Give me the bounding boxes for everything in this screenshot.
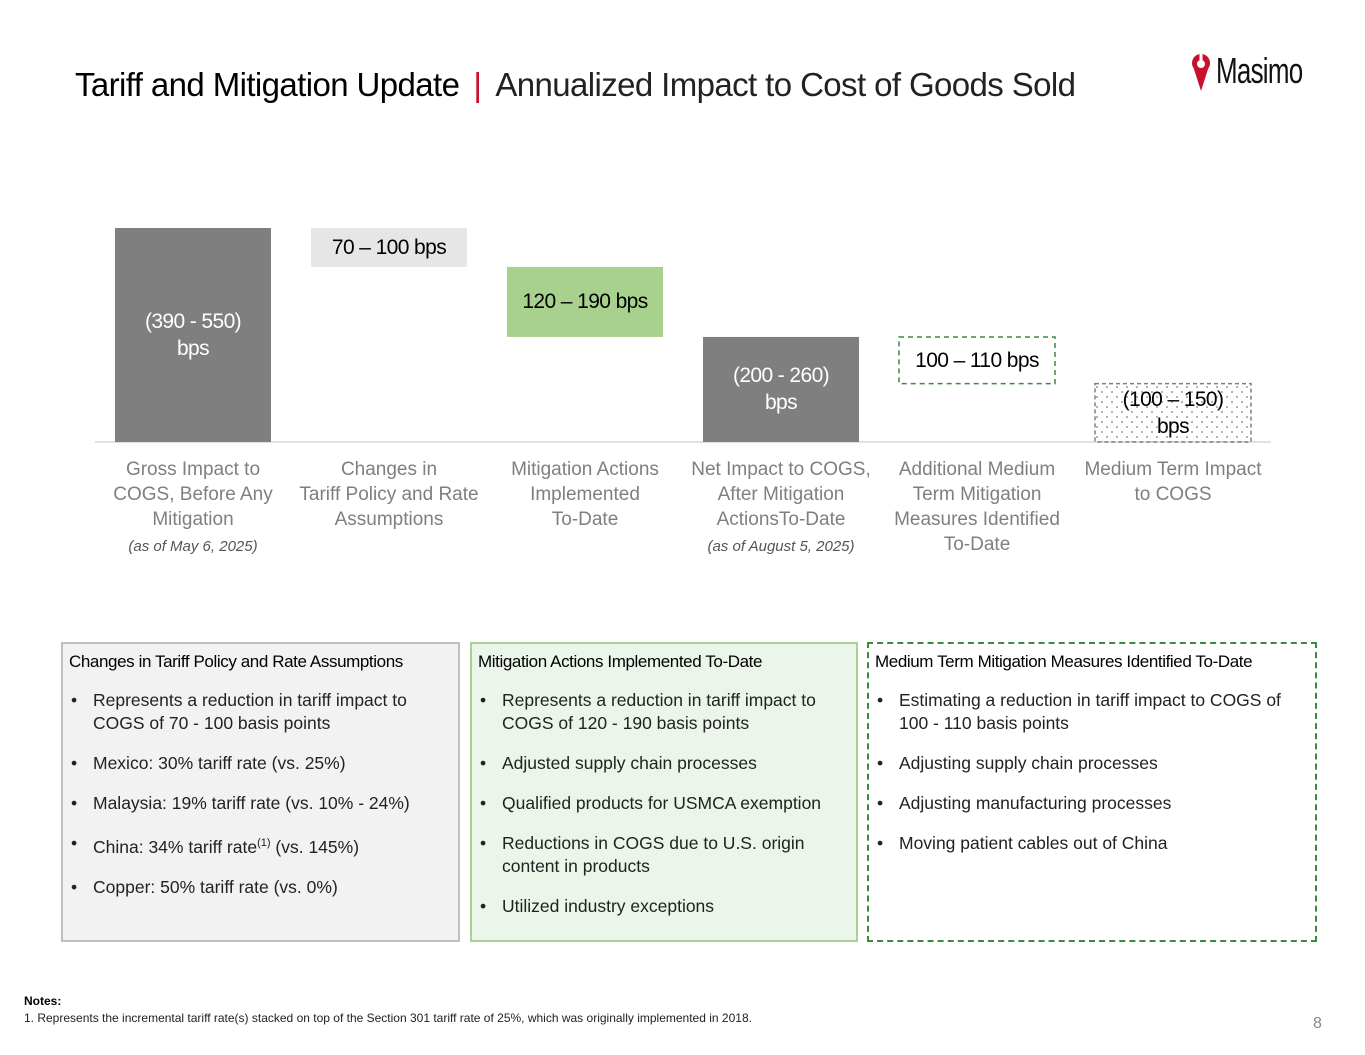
list-item: Reductions in COGS due to U.S. origin co…: [478, 832, 850, 878]
category-date-note: (as of May 6, 2025): [128, 538, 258, 555]
list-item: Copper: 50% tariff rate (vs. 0%): [69, 876, 452, 899]
box-title: Mitigation Actions Implemented To-Date: [478, 652, 763, 671]
category-date-note: (as of August 5, 2025): [707, 538, 855, 555]
bar-value-text: 70 – 100 bps: [331, 235, 447, 259]
category-label: Mitigation Actions Implemented To-Date: [487, 457, 683, 532]
bar-value-label: 120 – 190 bps: [507, 267, 663, 337]
category-label-line: Medium Term Impact: [1084, 459, 1262, 480]
category-label-line: After Mitigation: [717, 484, 845, 505]
bullet-list: Represents a reduction in tariff impact …: [478, 689, 850, 918]
category-label: Medium Term Impact to COGS: [1075, 457, 1271, 507]
list-item: China: 34% tariff rate(1) (vs. 145%): [69, 832, 452, 859]
category-label-line: To-Date: [551, 509, 619, 530]
list-item: Mexico: 30% tariff rate (vs. 25%): [69, 752, 452, 775]
mitigation-actions-box: Mitigation Actions Implemented To-Date R…: [470, 642, 858, 942]
bar-4: [703, 336, 859, 442]
category-label: Additional Medium Term Mitigation Measures…: [879, 457, 1075, 557]
bullet-list: Estimating a reduction in tariff impact …: [875, 689, 1309, 855]
list-item: Represents a reduction in tariff impact …: [478, 689, 850, 735]
list-item: Adjusted supply chain processes: [478, 752, 850, 775]
category-label-line: Changes in: [340, 459, 438, 480]
category-label-line: Measures Identified: [894, 509, 1060, 530]
logo-mark-icon: [1192, 53, 1210, 91]
title-separator: |: [473, 66, 482, 103]
list-item-text: China: 34% tariff rate: [93, 836, 258, 857]
bar-6: [1094, 382, 1252, 443]
list-item: Adjusting supply chain processes: [875, 752, 1309, 775]
category-label: Changes in Tariff Policy and Rate Assumpti…: [291, 457, 487, 532]
bar-value-label: (200 - 260) bps: [703, 337, 859, 442]
category-label-line: Gross Impact to: [125, 459, 261, 480]
list-item: Qualified products for USMCA exemption: [478, 792, 850, 815]
list-item: Adjusting manufacturing processes: [875, 792, 1309, 815]
category-label-line: Mitigation: [152, 509, 234, 530]
bar-value-text: 120 – 190 bps: [522, 290, 648, 314]
list-item: Represents a reduction in tariff impact …: [69, 689, 452, 735]
bar-value-text: (200 - 260): [732, 364, 830, 388]
category-label-line: Net Impact to COGS,: [691, 459, 871, 480]
page-number: 8: [1313, 1015, 1322, 1032]
page-title: Tariff and Mitigation Update | Annualized …: [75, 66, 1076, 104]
category-label-line: Tariff Policy and Rate: [299, 484, 479, 505]
box-title: Changes in Tariff Policy and Rate Assump…: [69, 652, 403, 671]
bar-2: [311, 228, 467, 267]
category-label-line: to COGS: [1134, 484, 1212, 505]
title-main: Tariff and Mitigation Update: [75, 66, 460, 103]
category-label-line: ActionsTo-Date: [716, 509, 846, 530]
title-subtitle: Annualized Impact to Cost of Goods Sold: [495, 66, 1076, 103]
bar-value-label: (390 - 550) bps: [115, 228, 271, 442]
category-label-line: Term Mitigation: [912, 484, 1042, 505]
medium-term-measures-box: Medium Term Mitigation Measures Identifi…: [867, 642, 1317, 942]
bar-5: [898, 336, 1056, 385]
chart-canvas: [95, 228, 1271, 443]
list-item-text: (vs. 145%): [270, 836, 360, 857]
footnote-ref: (1): [257, 837, 271, 849]
bar-value-text: 100 – 110 bps: [915, 348, 1039, 372]
list-item: Moving patient cables out of China: [875, 832, 1309, 855]
bar-value-text: (100 – 150): [1122, 387, 1224, 411]
category-label: Gross Impact to COGS, Before Any Mitigatio…: [95, 457, 291, 532]
bar-value-label: 100 – 110 bps: [899, 337, 1055, 384]
notes-heading: Notes:: [24, 994, 62, 1008]
company-logo: Masimo: [1190, 48, 1336, 94]
bar-value-label: (100 – 150) bps: [1095, 384, 1251, 442]
bar-3: [507, 266, 663, 337]
bullet-list: Represents a reduction in tariff impact …: [69, 689, 452, 899]
box-title: Medium Term Mitigation Measures Identifi…: [875, 652, 1253, 671]
category-label-line: To-Date: [943, 534, 1011, 555]
tariff-policy-box: Changes in Tariff Policy and Rate Assump…: [61, 642, 460, 942]
category-label-line: Additional Medium: [898, 459, 1056, 480]
category-label-line: Mitigation Actions: [511, 459, 659, 480]
list-item: Malaysia: 19% tariff rate (vs. 10% - 24%…: [69, 792, 452, 815]
category-label-line: Implemented: [530, 484, 640, 505]
bar-value-text: (390 - 550): [144, 310, 242, 333]
list-item: Estimating a reduction in tariff impact …: [875, 689, 1309, 735]
bar-1: [115, 228, 271, 442]
bar-value-text: bps: [764, 391, 798, 415]
list-item: Utilized industry exceptions: [478, 895, 850, 918]
waterfall-chart: (390 - 550) bps Gross Impact to COGS, Befor…: [95, 228, 1271, 557]
bar-value-text: bps: [176, 337, 210, 360]
bar-value-label: 70 – 100 bps: [311, 228, 467, 267]
category-label-line: Assumptions: [334, 509, 444, 530]
bar-value-text: bps: [1156, 414, 1190, 438]
logo-text: Masimo: [1216, 50, 1303, 91]
footnote: 1. Represents the incremental tariff rat…: [24, 1011, 752, 1025]
category-label: Net Impact to COGS, After Mitigation Actio…: [683, 457, 879, 532]
category-label-line: COGS, Before Any: [113, 484, 273, 505]
